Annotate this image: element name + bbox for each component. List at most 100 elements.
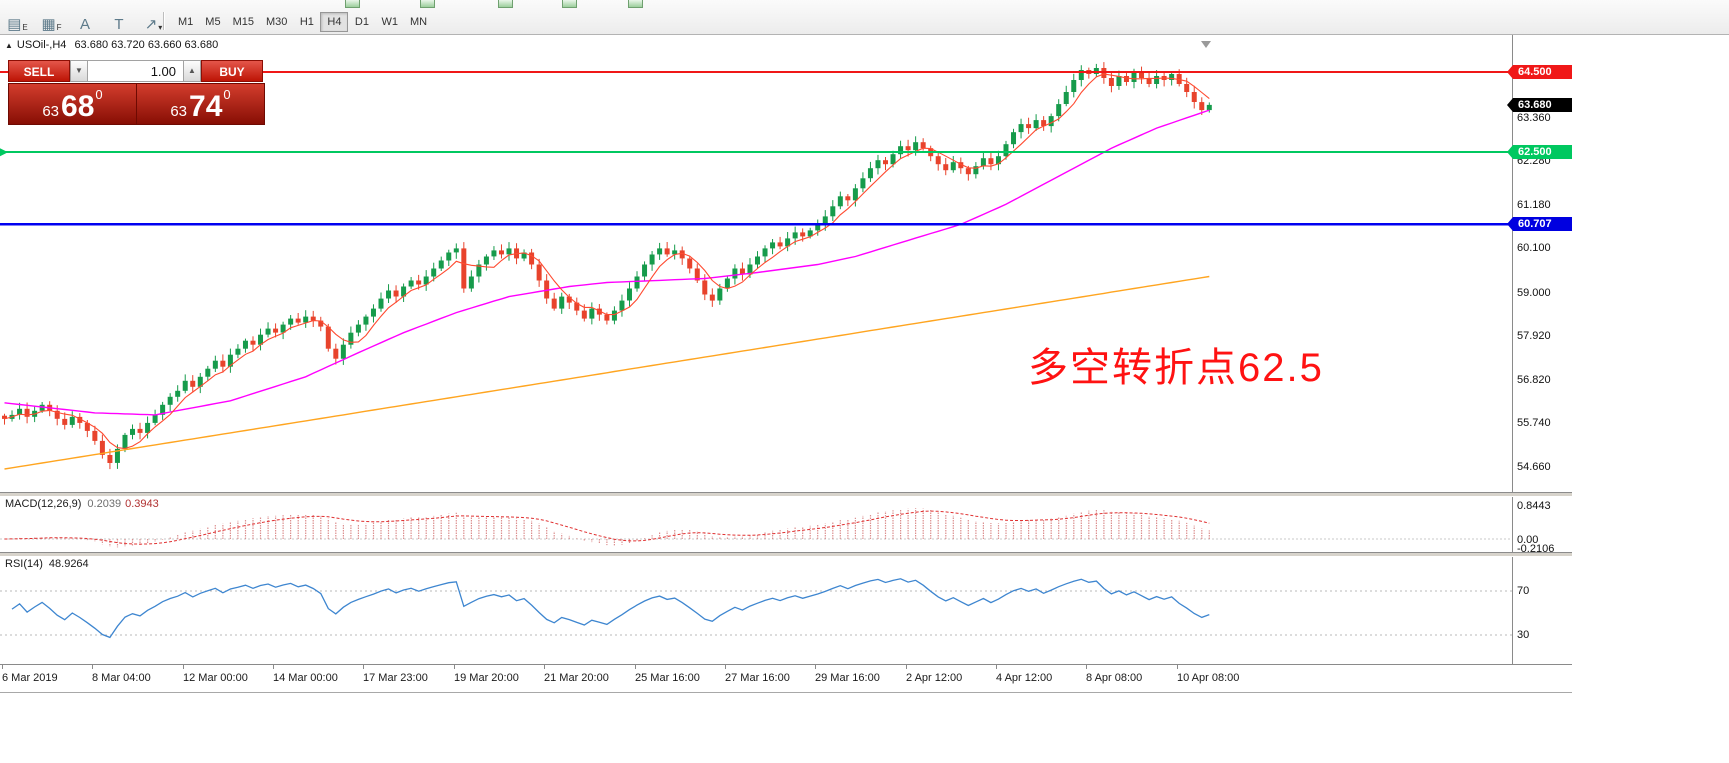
toolbar: ▤ E ▦ F A T ↗ ▾ M1 M5 M15 M30 H1 H4 D1 W1 MN (0, 0, 1729, 35)
time-axis-tick (2, 665, 3, 669)
price-grid-label: 63.360 (1517, 111, 1551, 124)
chart-window: ▲ USOil-,H4 63.680 63.720 63.660 63.680 SE… (0, 35, 1572, 693)
clipped-icon[interactable] (498, 0, 513, 8)
macd-axis-label: 0.00 (1517, 534, 1539, 546)
price-axis-border (1512, 35, 1513, 664)
macd-panel-separator[interactable] (0, 492, 1572, 497)
grid-f-icon-glyph: ▦ (41, 16, 56, 33)
time-axis-tick (1177, 665, 1178, 669)
macd-label: MACD(12,26,9) 0.2039 0.3943 (5, 498, 159, 510)
clipped-icon[interactable] (420, 0, 435, 8)
chart-plot[interactable] (0, 35, 1512, 664)
time-axis-label: 19 Mar 20:00 (454, 672, 519, 684)
buy-price-prefix: 63 (170, 103, 188, 120)
price-tag-63.680: 63.680 (1507, 97, 1572, 112)
time-axis-label: 10 Apr 08:00 (1177, 672, 1240, 684)
clipped-icon[interactable] (628, 0, 643, 8)
timeframe-bar: M1 M5 M15 M30 H1 H4 D1 W1 MN (172, 12, 433, 32)
buy-price[interactable]: 63 74 0 (137, 84, 264, 124)
toolbar-separator (163, 12, 165, 30)
timeframe-m30-button[interactable]: M30 (265, 16, 288, 28)
timeframe-h1-button[interactable]: H1 (299, 16, 314, 28)
sell-button[interactable]: SELL (8, 60, 70, 82)
price-divider (136, 84, 137, 124)
macd-name: MACD(12,26,9) (5, 498, 82, 510)
time-axis-tick (996, 665, 997, 669)
chart-annotation-text[interactable]: 多空转折点62.5 (1028, 346, 1324, 390)
indicators-e-icon[interactable]: ▤ E (4, 9, 31, 32)
chart-title: ▲ USOil-,H4 63.680 63.720 63.660 63.680 (5, 39, 218, 51)
time-axis-tick (906, 665, 907, 669)
price-tag-arrow (1507, 65, 1513, 79)
price-tag-62.500: 62.500 (1507, 145, 1572, 160)
time-axis-label: 27 Mar 16:00 (725, 672, 790, 684)
textbox-t-icon-glyph: T (114, 16, 124, 33)
sell-price-big: 68 (61, 89, 95, 123)
time-axis-label: 6 Mar 2019 (2, 672, 58, 684)
price-tag-arrow (1507, 145, 1513, 160)
indicators-e-icon-glyph: ▤ (7, 16, 22, 33)
price-axis[interactable]: 63.360 62.280 61.180 60.100 59.000 57.920 56.8… (0, 35, 1572, 664)
time-axis-tick (183, 665, 184, 669)
time-axis-tick (273, 665, 274, 669)
time-axis-tick (815, 665, 816, 669)
text-a-icon-glyph: A (79, 16, 90, 33)
shapes-dropdown-icon-glyph: ↗ (144, 16, 158, 33)
timeframe-w1-button[interactable]: W1 (381, 16, 398, 28)
sell-price[interactable]: 63 68 0 (9, 84, 136, 124)
timeframe-m5-button[interactable]: M5 (205, 16, 221, 28)
volume-increase-button[interactable]: ▲ (183, 60, 201, 82)
time-axis-label: 21 Mar 20:00 (544, 672, 609, 684)
textbox-t-icon[interactable]: T (106, 9, 133, 32)
price-tag-arrow (1507, 217, 1513, 232)
collapse-arrow-icon[interactable]: ▲ (5, 41, 13, 50)
clipped-icon[interactable] (345, 0, 360, 8)
volume-decrease-button[interactable]: ▼ (70, 60, 88, 82)
time-axis-label: 17 Mar 23:00 (363, 672, 428, 684)
price-grid-label: 59.000 (1517, 286, 1551, 299)
time-axis[interactable]: 6 Mar 2019 8 Mar 04:00 12 Mar 00:00 14 Mar … (0, 35, 1572, 693)
price-tag-60.707: 60.707 (1507, 217, 1572, 232)
indicators-e-icon-sub: E (22, 23, 28, 32)
timeframe-mn-button[interactable]: MN (409, 16, 428, 28)
trade-prices-row: 63 68 0 63 74 0 (8, 83, 265, 125)
buy-price-sup: 0 (223, 87, 231, 102)
chart-shift-marker-icon[interactable] (1201, 41, 1211, 48)
rsi-panel-separator[interactable] (0, 552, 1572, 557)
clipped-icon[interactable] (562, 0, 577, 8)
time-axis-label: 2 Apr 12:00 (906, 672, 963, 684)
sell-price-sup: 0 (95, 87, 103, 102)
macd-signal-value: 0.3943 (125, 498, 159, 510)
text-a-icon[interactable]: A (72, 9, 99, 32)
ohlc-values: 63.680 63.720 63.660 63.680 (74, 39, 219, 51)
rsi-name: RSI(14) (5, 558, 43, 570)
time-axis-tick (1086, 665, 1087, 669)
time-axis-tick (454, 665, 455, 669)
rsi-label: RSI(14) 48.9264 (5, 558, 89, 570)
time-axis-label: 8 Mar 04:00 (92, 672, 151, 684)
shapes-dropdown-icon-sub: ▾ (158, 23, 163, 32)
shapes-dropdown-icon[interactable]: ↗ ▾ (140, 9, 167, 32)
one-click-trading-panel: SELL ▼ ▲ BUY 63 68 0 63 74 0 (8, 60, 265, 125)
price-tag-arrow (1507, 97, 1513, 112)
time-axis-tick (725, 665, 726, 669)
rsi-value: 48.9264 (48, 558, 89, 570)
sell-price-prefix: 63 (42, 103, 60, 120)
price-grid-label: 61.180 (1517, 199, 1551, 212)
price-grid-label: 55.740 (1517, 417, 1551, 430)
buy-button[interactable]: BUY (201, 60, 263, 82)
price-grid-label: 57.920 (1517, 329, 1551, 342)
time-axis-label: 14 Mar 00:00 (273, 672, 338, 684)
timeframe-h4-button[interactable]: H4 (320, 12, 349, 32)
time-axis-label: 29 Mar 16:00 (815, 672, 880, 684)
timeframe-d1-button[interactable]: D1 (354, 16, 369, 28)
rsi-level-label: 70 (1517, 585, 1530, 597)
grid-f-icon-sub: F (56, 23, 62, 32)
time-axis-tick (363, 665, 364, 669)
timeframe-m1-button[interactable]: M1 (178, 16, 194, 28)
timeframe-m15-button[interactable]: M15 (232, 16, 254, 28)
time-axis-label: 12 Mar 00:00 (183, 672, 248, 684)
grid-f-icon[interactable]: ▦ F (38, 9, 65, 32)
trade-controls-row: SELL ▼ ▲ BUY (8, 60, 265, 82)
volume-input[interactable] (88, 60, 183, 82)
